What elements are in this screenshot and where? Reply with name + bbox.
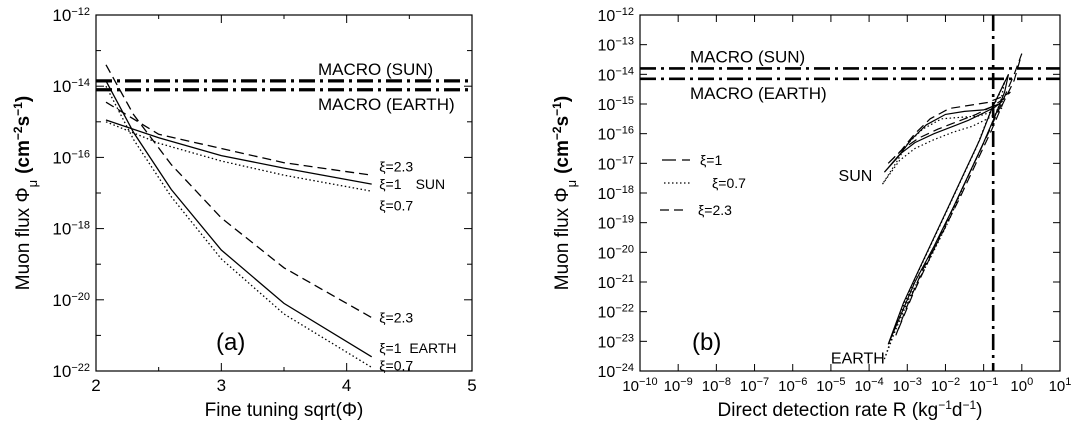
series-line-earth <box>105 80 373 358</box>
curve-annotation: ξ=2.3 <box>379 158 413 174</box>
panel-a-ticks: 2 3 4 5 10−12 10−14 10−16 10−18 10−20 10−22 <box>52 6 476 395</box>
y-tick-label: 10−19 <box>598 214 634 233</box>
macro-label: MACRO (SUN) <box>318 60 433 79</box>
panel-b-legend: ξ=1 ξ=0.7 ξ=2.3 <box>660 152 746 218</box>
x-tick-label: 10−7 <box>740 376 769 395</box>
panel-b-annotations: MACRO (SUN) MACRO (EARTH) SUN EARTH <box>690 47 885 367</box>
curve-annotation: ξ=0.7 <box>379 358 413 374</box>
y-tick-label: 10−22 <box>598 303 634 322</box>
y-tick-label: 10−16 <box>52 148 90 167</box>
y-tick-label: 10−18 <box>52 220 90 239</box>
series-line-sun <box>105 121 372 192</box>
macro-label: MACRO (SUN) <box>690 47 805 66</box>
series-loop-earth <box>895 53 1023 336</box>
x-tick-label: 3 <box>217 376 226 395</box>
y-tick-label: 10−14 <box>52 77 90 96</box>
panel-a-series <box>96 64 472 368</box>
legend-label: ξ=1 <box>700 152 722 168</box>
series-loop-earth <box>887 74 1010 345</box>
series-line-earth <box>105 64 373 319</box>
panel-a-annotations: MACRO (SUN)MACRO (EARTH)ξ=2.3ξ=1 SUNξ=0.7… <box>318 60 457 374</box>
x-tick-label: 10−5 <box>816 376 845 395</box>
macro-label: MACRO (EARTH) <box>690 84 827 103</box>
group-annotation: SUN <box>839 168 873 185</box>
y-tick-label: 10−13 <box>598 36 634 55</box>
series-line-sun <box>105 119 372 185</box>
x-tick-label: 10−1 <box>969 376 998 395</box>
x-tick-label: 10−4 <box>854 376 883 395</box>
series-loop-sun <box>881 106 1004 185</box>
y-tick-label: 10−24 <box>598 362 634 381</box>
y-tick-label: 10−22 <box>52 362 90 381</box>
macro-label: MACRO (EARTH) <box>318 95 455 114</box>
x-tick-label: 10−6 <box>778 376 807 395</box>
y-tick-label: 10−12 <box>598 6 634 25</box>
series-line-earth <box>105 85 373 368</box>
curve-annotation: ξ=1 <box>379 176 401 192</box>
panel-a: 2 3 4 5 10−12 10−14 10−16 10−18 10−20 10−22 MACRO… <box>11 6 477 421</box>
x-tick-label: 10−3 <box>893 376 922 395</box>
panel-b-ticks: 10−10 10−9 10−8 10−7 10−6 10−5 10−4 10−3 10−2 10−… <box>598 6 1072 395</box>
group-annotation: EARTH <box>831 351 885 368</box>
panel-b-label: (b) <box>692 329 721 356</box>
y-tick-label: 10−14 <box>598 65 634 84</box>
x-tick-label: 4 <box>342 376 351 395</box>
x-tick-label: 10−2 <box>931 376 960 395</box>
x-tick-label: 5 <box>467 376 476 395</box>
x-tick-label: 10−8 <box>702 376 731 395</box>
curve-annotation: SUN <box>416 176 446 192</box>
y-tick-label: 10−17 <box>598 154 634 173</box>
panel-b-ylabel: Muon flux Φμ(cm−2s−1) <box>550 96 579 290</box>
panel-a-label: (a) <box>216 329 245 356</box>
x-tick-label: 10−9 <box>664 376 693 395</box>
y-tick-label: 10−12 <box>52 6 90 25</box>
series-loop-sun <box>887 91 1011 164</box>
x-tick-label: 101 <box>1049 376 1072 395</box>
panel-b-xlabel: Direct detection rate R (kg−1d−1) <box>718 398 983 421</box>
panel-a-ylabel: Muon flux Φμ(cm−2s−1) <box>11 96 40 290</box>
legend-label: ξ=2.3 <box>698 202 732 218</box>
y-tick-label: 10−15 <box>598 95 634 114</box>
curve-annotation: ξ=0.7 <box>379 197 413 213</box>
y-tick-label: 10−20 <box>598 243 634 262</box>
panel-b-series <box>640 15 1060 371</box>
curve-annotation: EARTH <box>409 340 456 356</box>
x-tick-label: 100 <box>1010 376 1033 395</box>
y-tick-label: 10−23 <box>598 332 634 351</box>
y-tick-label: 10−18 <box>598 184 634 203</box>
y-tick-label: 10−20 <box>52 291 90 310</box>
panel-b: 10−10 10−9 10−8 10−7 10−6 10−5 10−4 10−3 10−2 10−… <box>550 6 1071 421</box>
y-tick-label: 10−16 <box>598 125 634 144</box>
panel-a-xlabel: Fine tuning sqrt(Φ) <box>205 400 364 421</box>
x-tick-label: 2 <box>91 376 100 395</box>
x-tick-label: 10−10 <box>622 376 657 395</box>
legend-label: ξ=0.7 <box>712 175 746 191</box>
curve-annotation: ξ=2.3 <box>379 310 413 326</box>
y-tick-label: 10−21 <box>598 273 634 292</box>
curve-annotation: ξ=1 <box>379 340 401 356</box>
